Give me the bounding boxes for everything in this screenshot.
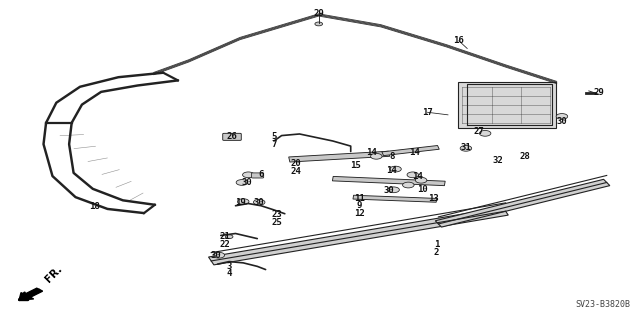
Text: 31: 31: [461, 143, 471, 152]
Text: 11: 11: [355, 194, 365, 203]
Text: 16: 16: [454, 36, 464, 45]
Text: 9: 9: [357, 201, 362, 210]
Polygon shape: [435, 179, 610, 227]
Polygon shape: [458, 82, 556, 128]
Polygon shape: [289, 151, 390, 162]
Text: 18: 18: [90, 202, 100, 211]
Text: 29: 29: [314, 9, 324, 18]
Polygon shape: [353, 195, 436, 202]
Text: 30: 30: [384, 186, 394, 195]
Text: 10: 10: [417, 185, 428, 194]
Circle shape: [388, 187, 399, 193]
Circle shape: [403, 182, 414, 188]
Circle shape: [315, 22, 323, 26]
FancyBboxPatch shape: [252, 173, 264, 178]
Text: 2: 2: [434, 248, 439, 256]
FancyBboxPatch shape: [223, 133, 241, 140]
Text: 15: 15: [350, 161, 360, 170]
Text: SV23-B3820B: SV23-B3820B: [575, 300, 630, 309]
Circle shape: [243, 172, 254, 178]
Text: 8: 8: [389, 152, 394, 161]
Text: 14: 14: [412, 172, 422, 181]
Text: 1: 1: [434, 240, 439, 249]
Text: 24: 24: [291, 167, 301, 176]
Text: 30: 30: [241, 178, 252, 187]
Text: 19: 19: [235, 198, 245, 207]
Polygon shape: [332, 176, 445, 186]
Text: 3: 3: [227, 262, 232, 271]
Text: 12: 12: [355, 209, 365, 218]
Text: 7: 7: [271, 140, 276, 149]
Polygon shape: [209, 207, 508, 265]
Text: 23: 23: [271, 210, 282, 219]
Text: 13: 13: [429, 194, 439, 203]
Text: 27: 27: [474, 127, 484, 136]
Text: 14: 14: [387, 166, 397, 175]
Text: 26: 26: [227, 132, 237, 141]
FancyArrow shape: [19, 288, 43, 300]
Text: 30: 30: [211, 251, 221, 260]
Circle shape: [371, 153, 382, 159]
Text: 5: 5: [271, 132, 276, 141]
Circle shape: [236, 180, 248, 185]
Text: 30: 30: [557, 117, 567, 126]
Text: 4: 4: [227, 269, 232, 278]
Circle shape: [415, 177, 427, 183]
Text: 17: 17: [422, 108, 433, 117]
Text: 14: 14: [366, 148, 376, 157]
Text: 29: 29: [593, 88, 604, 97]
Text: 22: 22: [220, 241, 230, 249]
Text: 28: 28: [520, 152, 530, 161]
Text: 14: 14: [410, 148, 420, 157]
Text: 20: 20: [291, 159, 301, 168]
Circle shape: [237, 199, 249, 204]
Circle shape: [390, 166, 401, 172]
Text: 21: 21: [220, 232, 230, 241]
Circle shape: [213, 252, 225, 258]
Text: 6: 6: [259, 170, 264, 179]
Circle shape: [225, 235, 233, 239]
Text: 30: 30: [254, 198, 264, 207]
Circle shape: [407, 172, 419, 178]
Text: 25: 25: [271, 218, 282, 227]
Circle shape: [556, 114, 568, 119]
Polygon shape: [382, 145, 439, 156]
Text: FR.: FR.: [43, 264, 63, 285]
Text: 32: 32: [493, 156, 503, 165]
Circle shape: [479, 130, 491, 136]
Circle shape: [253, 199, 265, 205]
Circle shape: [460, 145, 472, 151]
